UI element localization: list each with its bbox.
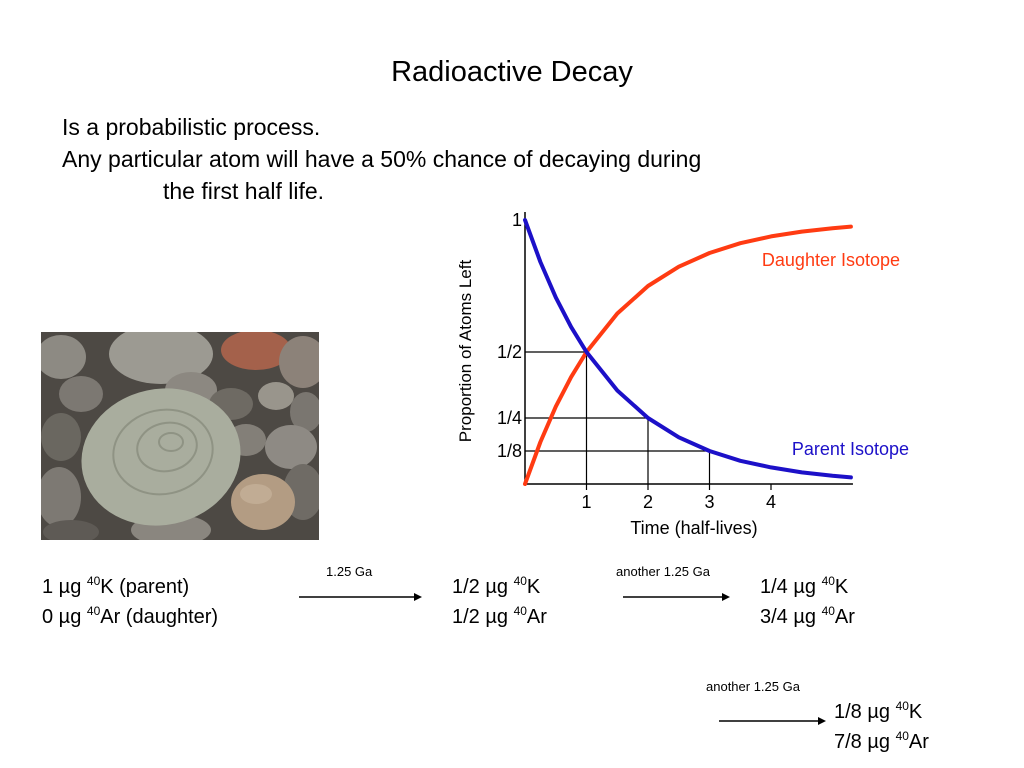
legend-daughter-isotope: Daughter Isotope bbox=[762, 250, 900, 270]
stage3-ar: 7/8 µg 40Ar bbox=[834, 729, 929, 753]
point-parent-isotope-5 bbox=[585, 351, 588, 353]
point-daughter-isotope-1 bbox=[524, 483, 526, 485]
point-parent-isotope-3 bbox=[555, 296, 557, 298]
point-daughter-isotope-9 bbox=[708, 252, 711, 254]
stage3-k: 1/8 µg 40K bbox=[834, 699, 923, 723]
point-daughter-isotope-6 bbox=[616, 312, 618, 315]
stage2-ar: 3/4 µg 40Ar bbox=[760, 604, 855, 628]
arrow2-label: another 1.25 Ga bbox=[616, 564, 710, 579]
point-parent-isotope-14 bbox=[850, 476, 852, 478]
point-daughter-isotope-8 bbox=[678, 266, 680, 268]
x-tick-label-2: 2 bbox=[643, 492, 653, 512]
stage1-ar: 1/2 µg 40Ar bbox=[452, 604, 547, 628]
stage0-ar: 0 µg 40Ar (daughter) bbox=[42, 604, 219, 628]
x-axis-label: Time (half-lives) bbox=[630, 518, 757, 538]
point-parent-isotope-4 bbox=[570, 326, 572, 328]
chart-ticks: 1 2 3 4 1 1/2 1/4 1/8 bbox=[497, 210, 776, 512]
arrow3-label: another 1.25 Ga bbox=[706, 679, 800, 694]
slide-title: Radioactive Decay bbox=[391, 56, 633, 88]
point-daughter-isotope-4 bbox=[570, 376, 572, 378]
arrow2 bbox=[623, 593, 730, 601]
point-daughter-isotope-14 bbox=[850, 226, 852, 228]
point-daughter-isotope-3 bbox=[555, 406, 557, 408]
stage2-k: 1/4 µg 40K bbox=[760, 574, 849, 598]
point-daughter-isotope-13 bbox=[831, 227, 834, 229]
point-parent-isotope-12 bbox=[801, 471, 803, 473]
point-parent-isotope-9 bbox=[708, 450, 711, 452]
decay-chart: 1 2 3 4 1 1/2 1/4 1/8 Daughter Isotope Parent Is… bbox=[456, 210, 909, 538]
legend-parent-isotope: Parent Isotope bbox=[792, 439, 909, 459]
x-tick-label-4: 4 bbox=[766, 492, 776, 512]
y-tick-label-1: 1 bbox=[512, 210, 522, 230]
arrow1-label: 1.25 Ga bbox=[326, 564, 373, 579]
chart-legend: Daughter Isotope Parent Isotope bbox=[762, 250, 909, 459]
point-parent-isotope-10 bbox=[739, 460, 741, 462]
point-parent-isotope-2 bbox=[539, 261, 541, 263]
point-parent-isotope-8 bbox=[678, 436, 680, 438]
point-daughter-isotope-2 bbox=[539, 441, 541, 443]
stage1-k: 1/2 µg 40K bbox=[452, 574, 541, 598]
point-parent-isotope-1 bbox=[524, 219, 526, 221]
point-parent-isotope-13 bbox=[831, 475, 834, 477]
point-parent-isotope-6 bbox=[616, 389, 618, 392]
intro-line-2: Any particular atom will have a 50% chan… bbox=[62, 146, 702, 172]
chart-series bbox=[523, 218, 853, 486]
stage0-k: 1 µg 40K (parent) bbox=[42, 574, 190, 598]
intro-line-1: Is a probabilistic process. bbox=[62, 114, 321, 140]
point-daughter-isotope-10 bbox=[739, 242, 741, 244]
intro-line-3: the first half life. bbox=[163, 178, 325, 204]
y-tick-label-2: 1/2 bbox=[497, 342, 522, 362]
y-axis-label: Proportion of Atoms Left bbox=[456, 260, 475, 443]
speckled-stone bbox=[231, 474, 295, 530]
arrow1 bbox=[299, 593, 422, 601]
rounded-beach-stones-photo bbox=[41, 332, 319, 540]
series-line-daughter-isotope bbox=[523, 224, 853, 486]
point-parent-isotope-11 bbox=[770, 466, 772, 468]
point-parent-isotope-7 bbox=[647, 417, 649, 419]
arrow3 bbox=[719, 717, 826, 725]
chart-guides bbox=[525, 351, 711, 484]
y-tick-label-4: 1/8 bbox=[497, 441, 522, 461]
x-tick-label-3: 3 bbox=[704, 492, 714, 512]
point-daughter-isotope-12 bbox=[801, 231, 803, 233]
x-tick-label-1: 1 bbox=[581, 492, 591, 512]
point-daughter-isotope-7 bbox=[647, 285, 649, 287]
large-spiral-stone bbox=[81, 388, 241, 526]
series-line-parent-isotope bbox=[523, 218, 853, 480]
point-daughter-isotope-11 bbox=[770, 235, 772, 237]
y-tick-label-3: 1/4 bbox=[497, 408, 522, 428]
